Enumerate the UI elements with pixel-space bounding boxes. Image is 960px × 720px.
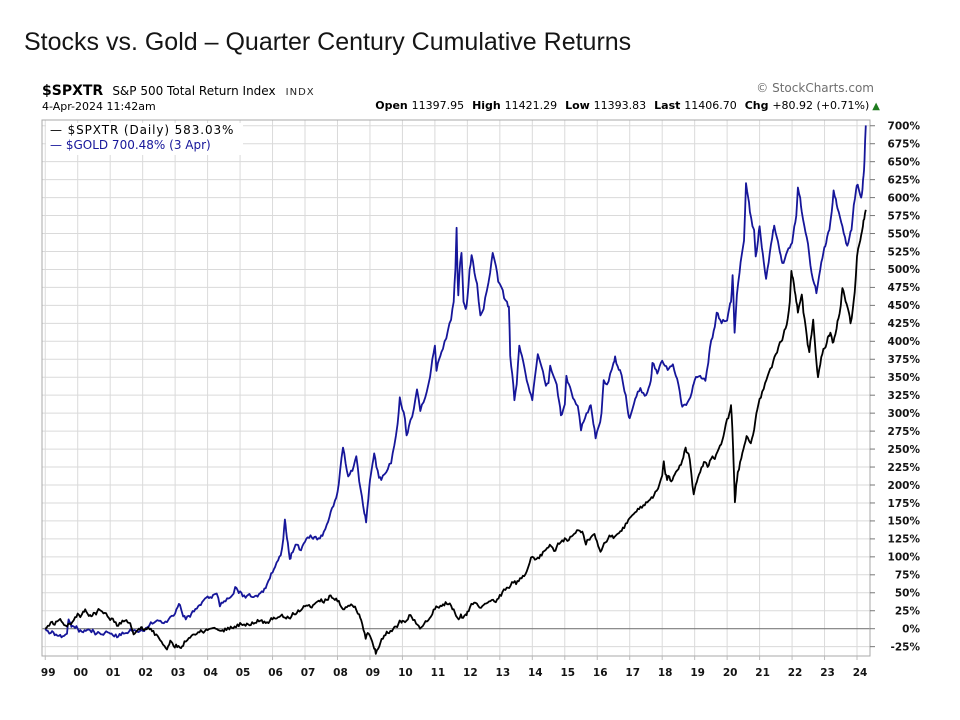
svg-text:15: 15	[560, 667, 575, 679]
svg-text:350%: 350%	[888, 372, 921, 384]
svg-text:575%: 575%	[888, 210, 921, 222]
svg-text:00: 00	[73, 667, 88, 679]
chart-legend: — $SPXTR (Daily) 583.03% — $GOLD 700.48% …	[46, 123, 244, 155]
svg-text:500%: 500%	[888, 264, 921, 276]
svg-text:17: 17	[625, 667, 640, 679]
svg-text:450%: 450%	[888, 300, 921, 312]
svg-text:50%: 50%	[895, 588, 921, 600]
svg-text:300%: 300%	[888, 408, 921, 420]
svg-text:16: 16	[593, 667, 608, 679]
stock-chart: $SPXTR S&P 500 Total Return Index INDX ©…	[36, 78, 928, 702]
grid-lines	[42, 120, 870, 656]
page-title: Stocks vs. Gold – Quarter Century Cumula…	[24, 28, 632, 56]
svg-text:04: 04	[203, 667, 218, 679]
chart-datetime: 4-Apr-2024 11:42am	[42, 100, 156, 113]
svg-text:19: 19	[690, 667, 705, 679]
chart-symbol-name: S&P 500 Total Return Index	[112, 84, 276, 98]
svg-text:700%: 700%	[888, 121, 921, 133]
stockcharts-watermark: © StockCharts.com	[756, 81, 874, 95]
svg-text:600%: 600%	[888, 192, 921, 204]
legend-item-gold: — $GOLD 700.48% (3 Apr)	[50, 138, 211, 152]
svg-text:75%: 75%	[895, 570, 921, 582]
svg-text:13: 13	[496, 667, 511, 679]
svg-text:-25%: -25%	[891, 641, 921, 653]
chart-exchange-label: INDX	[285, 87, 315, 98]
quote-row: Open 11397.95 High 11421.29 Low 11393.83 La…	[367, 99, 880, 112]
svg-text:99: 99	[41, 667, 56, 679]
svg-text:325%: 325%	[888, 390, 921, 402]
svg-text:425%: 425%	[888, 318, 921, 330]
svg-text:275%: 275%	[888, 426, 921, 438]
quote-chg: Chg +80.92 (+0.71%)	[744, 99, 870, 112]
svg-text:525%: 525%	[888, 246, 921, 258]
svg-text:24: 24	[853, 667, 868, 679]
svg-text:14: 14	[528, 667, 543, 679]
svg-text:175%: 175%	[888, 498, 921, 510]
svg-text:09: 09	[366, 667, 381, 679]
svg-text:100%: 100%	[888, 552, 921, 564]
plot-area: 700% 675% 650% 625% 600% 575% 550% 525% 500% 475%…	[41, 119, 921, 679]
quote-open: Open 11397.95	[375, 99, 465, 112]
quote-high: High 11421.29	[472, 99, 558, 112]
svg-text:0%: 0%	[902, 623, 920, 635]
chart-symbol: $SPXTR	[42, 83, 104, 99]
quote-last: Last 11406.70	[654, 99, 737, 112]
svg-text:10: 10	[398, 667, 413, 679]
svg-text:675%: 675%	[888, 139, 921, 151]
chart-header: $SPXTR S&P 500 Total Return Index INDX	[42, 80, 315, 99]
svg-text:05: 05	[236, 667, 251, 679]
svg-text:250%: 250%	[888, 444, 921, 456]
svg-text:200%: 200%	[888, 480, 921, 492]
svg-text:06: 06	[268, 667, 283, 679]
spxtr-line	[44, 209, 867, 655]
gold-line	[44, 125, 867, 639]
svg-text:22: 22	[788, 667, 803, 679]
svg-text:150%: 150%	[888, 516, 921, 528]
svg-text:08: 08	[333, 667, 348, 679]
svg-text:20: 20	[723, 667, 738, 679]
plot-border	[41, 119, 871, 657]
quote-low: Low 11393.83	[565, 99, 647, 112]
svg-text:12: 12	[463, 667, 478, 679]
svg-text:125%: 125%	[888, 534, 921, 546]
svg-text:550%: 550%	[888, 228, 921, 240]
svg-text:21: 21	[755, 667, 770, 679]
svg-text:25%: 25%	[895, 606, 921, 618]
svg-text:11: 11	[431, 667, 446, 679]
svg-text:03: 03	[171, 667, 186, 679]
change-up-arrow-icon: ▲	[872, 101, 880, 112]
svg-text:475%: 475%	[888, 282, 921, 294]
svg-text:400%: 400%	[888, 336, 921, 348]
x-axis-labels: 99 00 01 02 03 04 05 06 07 08 09 10 11 12 13 14 15 16 17 18…	[41, 656, 867, 679]
svg-text:23: 23	[820, 667, 835, 679]
svg-text:225%: 225%	[888, 462, 921, 474]
svg-text:625%: 625%	[888, 174, 921, 186]
svg-text:375%: 375%	[888, 354, 921, 366]
svg-text:650%: 650%	[888, 156, 921, 168]
svg-text:18: 18	[658, 667, 673, 679]
svg-text:01: 01	[106, 667, 121, 679]
svg-text:07: 07	[301, 667, 316, 679]
svg-text:02: 02	[138, 667, 153, 679]
y-axis-labels: 700% 675% 650% 625% 600% 575% 550% 525% 500% 475%…	[870, 121, 921, 653]
legend-item-spxtr: — $SPXTR (Daily) 583.03%	[50, 123, 235, 137]
